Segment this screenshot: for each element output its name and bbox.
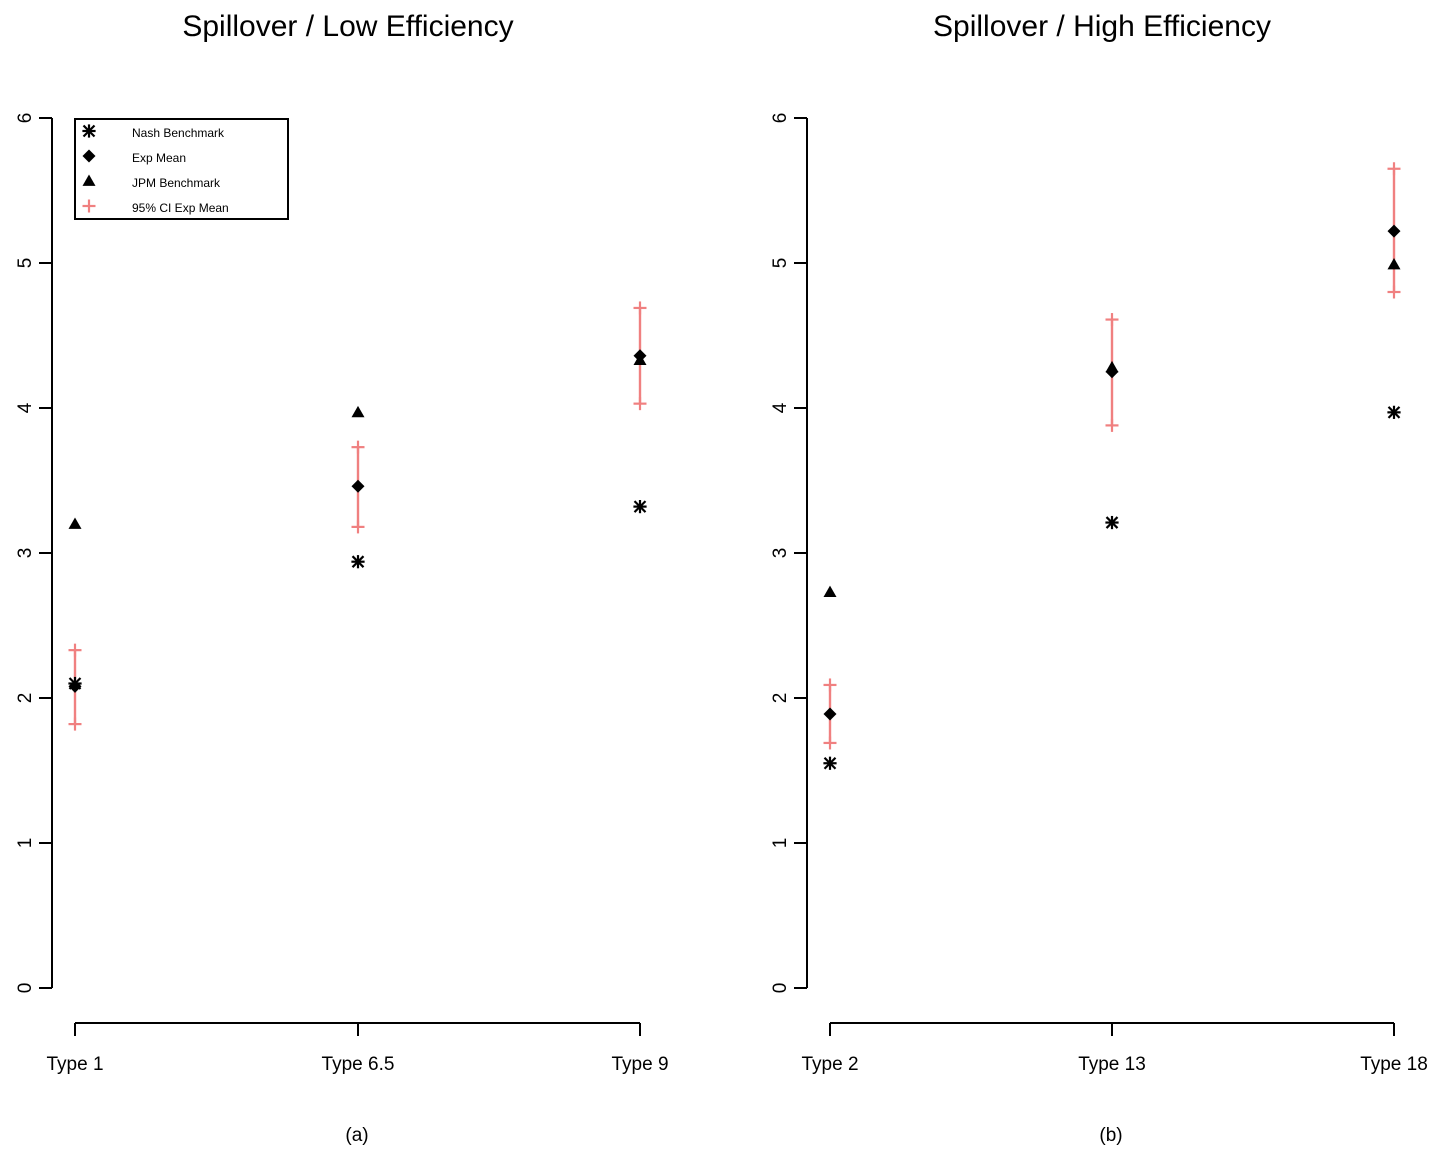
y-tick-label: 0 (15, 983, 36, 994)
y-tick-label: 4 (770, 402, 791, 413)
y-tick-label: 5 (15, 258, 36, 269)
legend-label: JPM Benchmark (132, 176, 221, 190)
panel-b: Spillover / High Efficiency 0 1 2 3 4 5 6 Type … (770, 10, 1428, 1146)
y-tick-label: 6 (770, 113, 791, 124)
ci-upper-point (351, 440, 365, 454)
chart-title: Spillover / High Efficiency (933, 10, 1271, 43)
y-tick-label: 5 (770, 258, 791, 269)
panel-caption: (a) (345, 1125, 368, 1146)
nash-benchmark-point (633, 500, 647, 514)
ci-lower-point (1387, 285, 1401, 299)
ci-lower-point (633, 397, 647, 411)
exp-mean-point (351, 479, 365, 493)
exp-mean-point (68, 679, 82, 693)
ci-lower-point (1105, 418, 1119, 432)
ci-upper-point (1105, 313, 1119, 327)
exp-mean-point (823, 707, 837, 721)
nash-benchmark-point (823, 756, 837, 770)
chart-title: Spillover / Low Efficiency (182, 10, 513, 43)
legend: Nash Benchmark Exp Mean JPM Benchmark 95% C… (74, 118, 289, 220)
x-tick-label: Type 6.5 (322, 1054, 395, 1075)
x-tick-label: Type 2 (801, 1054, 858, 1075)
jpm-benchmark-point (1105, 360, 1119, 373)
y-tick-label: 2 (770, 693, 791, 704)
legend-symbol (82, 149, 96, 163)
ci-upper-point (1387, 162, 1401, 176)
axes: 0 1 2 3 4 5 6 Type 1 Type 6.5 Type 9 (15, 113, 669, 1075)
axes: 0 1 2 3 4 5 6 Type 2 Type 13 Type 18 (770, 113, 1428, 1075)
x-tick-label: Type 18 (1360, 1054, 1428, 1075)
x-tick-label: Type 1 (46, 1054, 103, 1075)
exp-mean-point (1387, 224, 1401, 238)
legend-symbol (82, 124, 96, 138)
nash-benchmark-point (1105, 515, 1119, 530)
y-tick-label: 1 (770, 838, 791, 849)
jpm-benchmark-point (1387, 257, 1401, 270)
y-tick-label: 6 (15, 113, 36, 124)
y-tick-label: 0 (770, 983, 791, 994)
ci-lower-point (823, 736, 837, 750)
jpm-benchmark-point (351, 405, 365, 418)
ci-lower-point (351, 520, 365, 534)
legend-label: Nash Benchmark (132, 126, 225, 140)
ci-lower-point (68, 717, 82, 731)
legend-label: Exp Mean (132, 151, 186, 165)
ci-upper-point (633, 301, 647, 315)
y-tick-label: 1 (15, 838, 36, 849)
ci-upper-point (68, 643, 82, 657)
nash-benchmark-point (351, 555, 365, 569)
legend-symbol (82, 174, 96, 186)
legend-symbol (82, 199, 96, 213)
y-tick-label: 3 (15, 548, 36, 559)
nash-benchmark-point (1387, 405, 1401, 419)
x-tick-label: Type 9 (611, 1054, 668, 1075)
data-marks (68, 301, 647, 731)
x-tick-label: Type 13 (1078, 1054, 1146, 1075)
data-marks (823, 162, 1401, 770)
panel-caption: (b) (1099, 1125, 1122, 1146)
jpm-benchmark-point (823, 585, 837, 598)
legend-label: 95% CI Exp Mean (132, 201, 229, 215)
y-tick-label: 4 (15, 402, 36, 413)
jpm-benchmark-point (633, 353, 647, 366)
panel-a: Spillover / Low Efficiency 0 1 2 3 4 5 6 Type 1… (15, 10, 669, 1146)
jpm-benchmark-point (68, 517, 82, 529)
y-tick-label: 2 (15, 693, 36, 704)
legend-box (74, 118, 289, 220)
ci-upper-point (823, 678, 837, 692)
y-tick-label: 3 (770, 548, 791, 559)
